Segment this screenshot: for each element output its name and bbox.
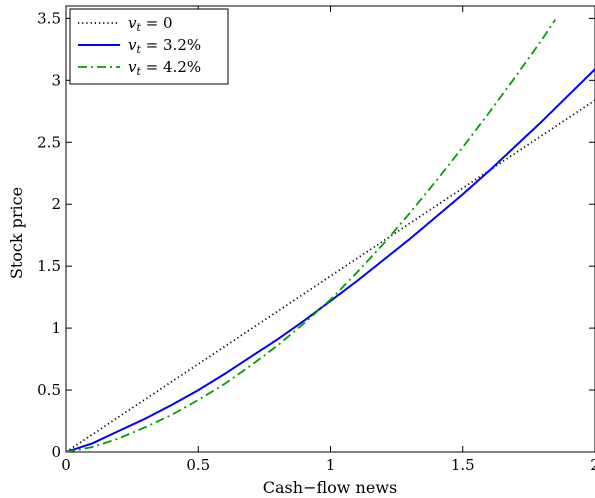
y-tick-label: 1.5	[37, 257, 61, 275]
legend: vt = 0vt = 3.2%vt = 4.2%	[69, 8, 229, 85]
x-tick-label: 1.5	[451, 456, 475, 474]
series-line-2	[66, 68, 595, 452]
y-tick-label: 3	[51, 71, 61, 89]
legend-label-2: vt = 3.2%	[128, 36, 201, 56]
y-tick-label: 2	[51, 195, 61, 213]
x-tick-label: 0.5	[186, 456, 210, 474]
y-tick-label: 1	[51, 319, 61, 337]
x-tick-label: 2	[590, 456, 595, 474]
series-line-1	[66, 99, 595, 452]
series-line-3	[66, 19, 557, 452]
x-tick-label: 1	[326, 456, 336, 474]
y-tick-label: 0	[51, 443, 61, 461]
legend-box	[69, 8, 229, 85]
legend-label-3: vt = 4.2%	[128, 58, 201, 78]
legend-label-1: vt = 0	[128, 14, 173, 34]
y-tick-label: 3.5	[37, 9, 61, 27]
x-tick-label: 0	[61, 456, 71, 474]
y-axis-label: Stock price	[7, 187, 26, 279]
plot-area: 0 0.5 1 1.5 2 0 0.5 1 1.5 2 2.5 3 3.5	[37, 5, 595, 474]
y-tick-label: 0.5	[37, 381, 61, 399]
x-axis-label: Cash−flow news	[263, 478, 397, 497]
y-tick-label: 2.5	[37, 133, 61, 151]
